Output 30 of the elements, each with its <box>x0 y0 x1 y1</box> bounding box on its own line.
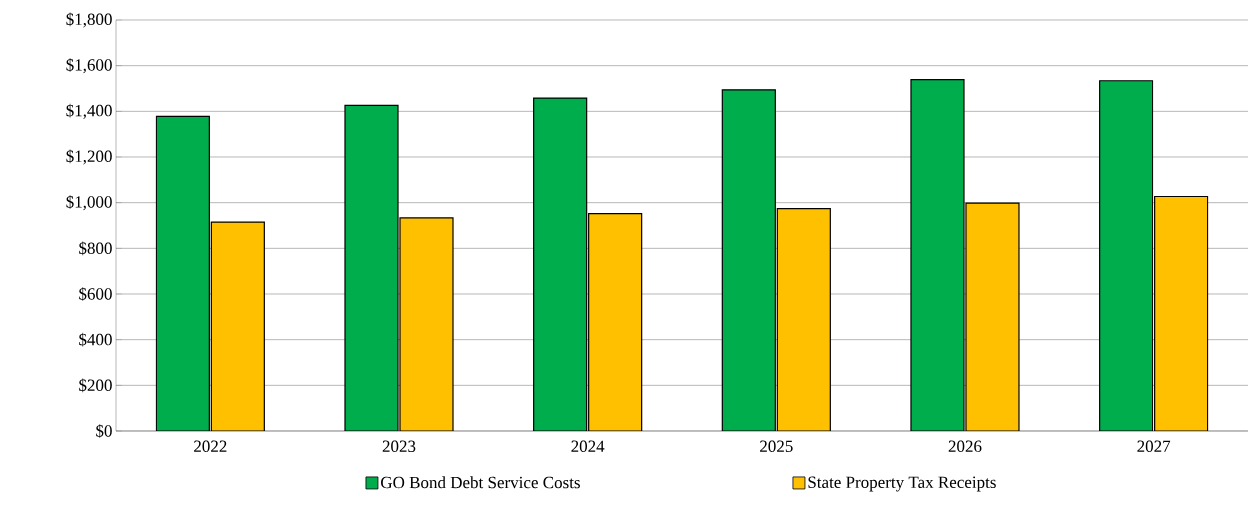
y-tick-label: $400 <box>79 332 112 347</box>
y-tick-label: $600 <box>79 287 112 301</box>
y-tick-label: $1,400 <box>66 103 112 119</box>
y-tick-label: $200 <box>79 378 112 393</box>
bar <box>533 97 588 431</box>
bar <box>210 221 265 431</box>
bar <box>776 208 831 431</box>
x-tick-label: 2022 <box>194 440 227 453</box>
x-tick-label: 2026 <box>948 440 982 453</box>
x-tick-label: 2024 <box>571 440 605 453</box>
y-tick-label: $800 <box>79 241 112 256</box>
y-tick-label: $1,000 <box>66 195 112 211</box>
legend-label: State Property Tax Receipts <box>808 476 996 492</box>
bar <box>965 202 1020 431</box>
bar <box>910 78 965 431</box>
y-tick-label: $1,800 <box>66 12 112 28</box>
x-tick-label: 2027 <box>1137 440 1171 453</box>
bar <box>399 217 454 431</box>
bar <box>155 115 210 431</box>
x-tick-label: 2023 <box>382 440 416 453</box>
x-tick-label: 2025 <box>760 440 793 453</box>
bar <box>588 213 643 431</box>
bar <box>1099 80 1154 431</box>
y-tick-label: $1,200 <box>66 149 112 165</box>
y-tick-label: $0 <box>96 424 112 438</box>
bar <box>1154 195 1209 431</box>
bar <box>344 104 399 431</box>
legend-label: GO Bond Debt Service Costs <box>381 476 580 489</box>
y-tick-label: $1,600 <box>66 58 112 74</box>
bar <box>721 89 776 431</box>
